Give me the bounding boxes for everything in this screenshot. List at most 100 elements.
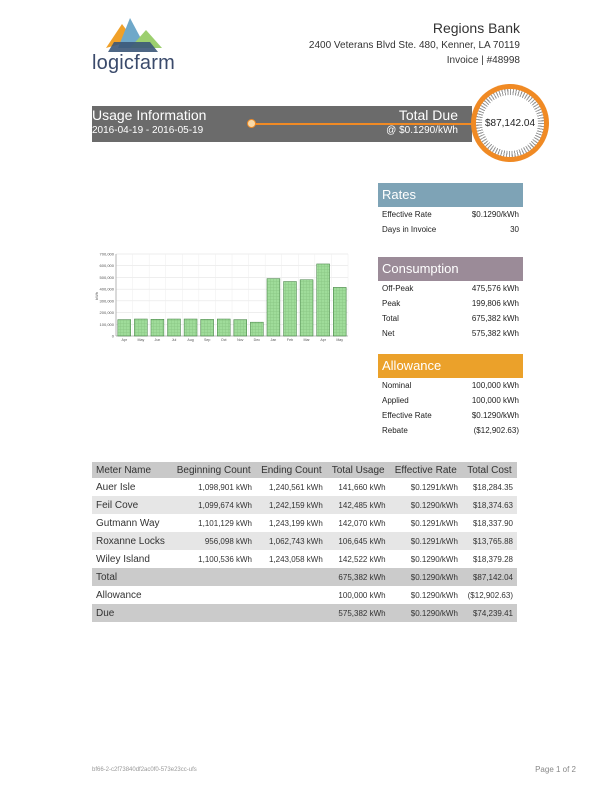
y-tick-label: 200,000 bbox=[100, 310, 115, 315]
total-due-inner: $87,142.04 bbox=[482, 95, 538, 151]
chart-bar bbox=[150, 318, 165, 337]
consumption-value: 675,382 kWh bbox=[471, 314, 519, 323]
cell-ending-count: 1,240,561 kWh bbox=[268, 482, 323, 492]
cell-total-cost: $18,379.28 bbox=[472, 554, 513, 564]
consumption-row: Peak 199,806 kWh bbox=[378, 296, 523, 311]
cell-effective-rate: $0.1291/kWh bbox=[389, 532, 462, 550]
document-id: bf66-2-c2f73840df2ac0f0-573e23cc-ufs bbox=[92, 767, 197, 773]
consumption-row: Total 675,382 kWh bbox=[378, 311, 523, 326]
x-tick-label: May bbox=[336, 338, 343, 342]
chart-bar bbox=[200, 319, 214, 337]
empty-cell bbox=[171, 568, 256, 586]
empty-cell bbox=[171, 586, 256, 604]
cell-total-cost: $13,765.88 bbox=[461, 532, 517, 550]
x-tick-label: May bbox=[137, 338, 144, 342]
chart-y-ticks: 0 100,000 200,000 300,000 400,000 500,000 600,… bbox=[100, 252, 115, 339]
x-tick-label: Sep bbox=[204, 338, 210, 342]
cell-meter-name: Auer Isle bbox=[96, 481, 136, 493]
y-tick-label: 400,000 bbox=[100, 287, 115, 292]
total-usage: 675,382 kWh bbox=[326, 568, 390, 586]
y-tick-label: 600,000 bbox=[100, 263, 115, 268]
total-due-ring: $87,142.04 bbox=[476, 89, 544, 157]
cell-beginning-count: 956,098 kWh bbox=[171, 532, 256, 550]
allowance-row: Allowance 100,000 kWh $0.1290/kWh ($12,9… bbox=[92, 586, 517, 604]
timeline-line bbox=[252, 123, 482, 125]
x-tick-label: Apr bbox=[320, 338, 326, 342]
chart-bar bbox=[299, 279, 314, 337]
cell-total-usage: 142,522 kWh bbox=[338, 554, 386, 564]
cell-ending-count: 1,242,159 kWh bbox=[255, 496, 327, 514]
due-row: Due 575,382 kWh $0.1290/kWh $74,239.41 bbox=[92, 604, 517, 622]
cell-ending-count: 1,243,199 kWh bbox=[268, 518, 323, 528]
allowance-cost: ($12,902.63) bbox=[467, 590, 513, 600]
due-label: Due bbox=[92, 604, 172, 622]
cell-total-usage: 142,485 kWh bbox=[326, 496, 390, 514]
column-header-meter-name: Meter Name bbox=[92, 462, 172, 478]
consumption-value: 199,806 kWh bbox=[471, 299, 519, 308]
company-name: Regions Bank bbox=[432, 20, 520, 36]
due-cost: $74,239.41 bbox=[461, 604, 517, 622]
consumption-title: Consumption bbox=[378, 257, 523, 281]
allowance-label: Nominal bbox=[382, 381, 412, 390]
total-due-amount: $87,142.04 bbox=[484, 117, 536, 129]
allowance-usage: 100,000 kWh bbox=[338, 590, 386, 600]
usage-information-bar: Usage Information 2016-04-19 - 2016-05-1… bbox=[92, 106, 482, 142]
x-tick-label: Jun bbox=[155, 338, 161, 342]
cell-effective-rate: $0.1291/kWh bbox=[410, 518, 458, 528]
allowance-row-label: Allowance bbox=[96, 589, 142, 601]
chart-y-axis-label: kWh bbox=[94, 292, 99, 300]
allowance-panel: Allowance Nominal 100,000 kWh Applied 10… bbox=[378, 354, 523, 438]
chart-bar bbox=[250, 321, 264, 337]
column-header-effective-rate: Effective Rate bbox=[389, 462, 462, 478]
rates-value: $0.1290/kWh bbox=[471, 210, 519, 219]
cell-total-cost: $18,374.63 bbox=[461, 496, 517, 514]
y-tick-label: 0 bbox=[112, 334, 115, 339]
chart-bars bbox=[117, 263, 347, 337]
total-row: Total 675,382 kWh $0.1290/kWh $87,142.04 bbox=[92, 568, 517, 586]
allowance-value: ($12,902.63) bbox=[473, 426, 519, 435]
chart-bar bbox=[266, 278, 281, 337]
rates-row: Effective Rate $0.1290/kWh bbox=[378, 207, 523, 222]
chart-bar bbox=[283, 281, 297, 337]
empty-cell bbox=[256, 586, 327, 604]
cell-ending-count: 1,243,058 kWh bbox=[268, 554, 323, 564]
rates-value: 30 bbox=[510, 225, 519, 234]
consumption-value: 575,382 kWh bbox=[471, 329, 519, 338]
table-row: Auer Isle 1,098,901 kWh 1,240,561 kWh 14… bbox=[92, 478, 517, 496]
table-row: Feil Cove 1,099,674 kWh 1,242,159 kWh 14… bbox=[92, 496, 517, 514]
allowance-rate: $0.1290/kWh bbox=[410, 590, 458, 600]
due-rate: $0.1290/kWh bbox=[389, 604, 462, 622]
logo-mark-icon bbox=[106, 18, 162, 52]
x-tick-label: Aug bbox=[187, 338, 193, 342]
consumption-label: Peak bbox=[382, 299, 401, 308]
consumption-row: Off-Peak 475,576 kWh bbox=[378, 281, 523, 296]
chart-x-ticks: Apr May Jun Jul Aug Sep Oct Nov Dec Jan Feb Mar Apr M… bbox=[121, 338, 343, 342]
cell-meter-name: Feil Cove bbox=[92, 496, 172, 514]
table-row: Wiley Island 1,100,536 kWh 1,243,058 kWh… bbox=[92, 550, 517, 568]
cell-ending-count: 1,062,743 kWh bbox=[255, 532, 327, 550]
consumption-panel: Consumption Off-Peak 475,576 kWh Peak 19… bbox=[378, 257, 523, 341]
rates-label: Days in Invoice bbox=[382, 225, 437, 234]
cell-effective-rate: $0.1291/kWh bbox=[410, 482, 458, 492]
chart-bar bbox=[117, 319, 131, 337]
chart-bar bbox=[183, 318, 198, 337]
usage-dates: 2016-04-19 - 2016-05-19 bbox=[92, 125, 204, 136]
meter-table: Meter Name Beginning Count Ending Count … bbox=[92, 462, 517, 622]
rates-label: Effective Rate bbox=[382, 210, 432, 219]
total-cost: $87,142.04 bbox=[461, 568, 517, 586]
consumption-label: Off-Peak bbox=[382, 284, 414, 293]
page-number: Page 1 of 2 bbox=[535, 765, 576, 774]
cell-beginning-count: 1,099,674 kWh bbox=[171, 496, 256, 514]
chart-bar bbox=[167, 318, 181, 337]
column-header-total-cost: Total Cost bbox=[461, 462, 517, 478]
x-tick-label: Oct bbox=[221, 338, 227, 342]
y-tick-label: 500,000 bbox=[100, 275, 115, 280]
cell-total-usage: 106,645 kWh bbox=[326, 532, 390, 550]
allowance-value: $0.1290/kWh bbox=[471, 411, 519, 420]
x-tick-label: Jan bbox=[271, 338, 277, 342]
table-row: Roxanne Locks 956,098 kWh 1,062,743 kWh … bbox=[92, 532, 517, 550]
invoice-header: Regions Bank 2400 Veterans Blvd Ste. 480… bbox=[309, 20, 520, 66]
cell-total-cost: $18,337.90 bbox=[472, 518, 513, 528]
x-tick-label: Nov bbox=[237, 338, 244, 342]
company-address: 2400 Veterans Blvd Ste. 480, Kenner, LA … bbox=[308, 40, 520, 51]
